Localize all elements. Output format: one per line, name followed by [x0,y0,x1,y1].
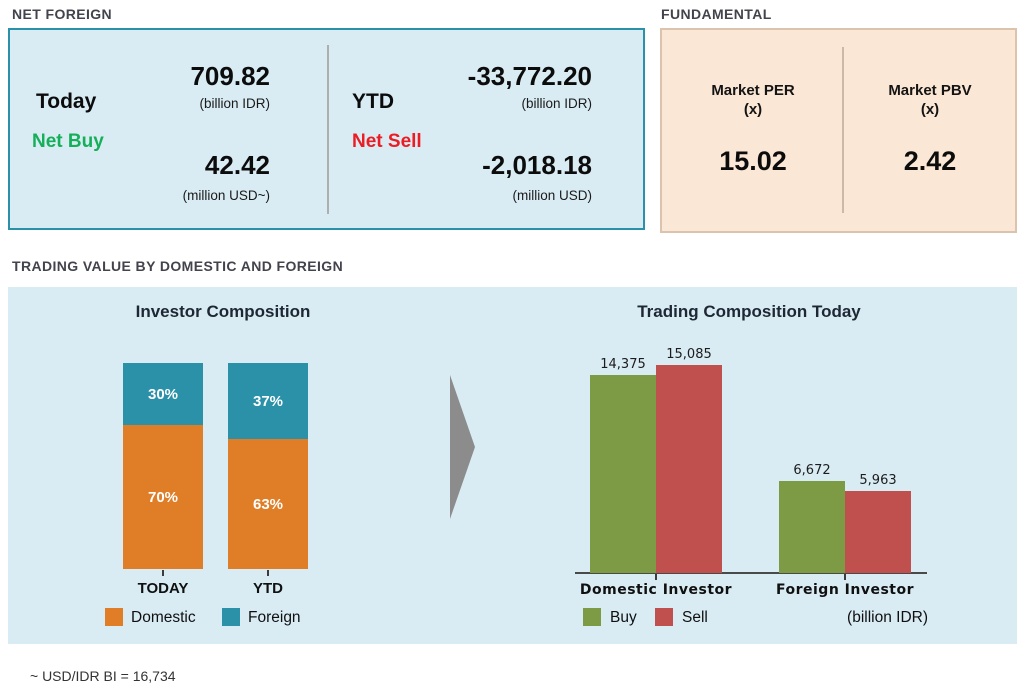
legend-label-buy: Buy [610,609,637,626]
segment-foreign: 30% [123,363,203,425]
market-pbv-unit: (x) [920,100,940,118]
today-value-usd: 42.42 [204,150,270,180]
legend-swatch-sell [655,608,673,626]
bar-value-label: 5,963 [859,473,897,488]
fundamental-card: Market PER (x) 15.02 Market PBV (x) 2.42 [660,28,1017,233]
category-label: Domestic Investor [579,582,733,598]
today-label: Today [36,90,97,113]
segment-foreign: 37% [228,363,308,439]
category-label-today: TODAY [137,580,189,597]
market-per-label: Market PER [711,82,795,99]
net-foreign-heading: NET FOREIGN [12,6,113,22]
today-value-idr: 709.82 [190,61,270,91]
flow-arrow-icon [450,375,475,519]
category-label: Foreign Investor [775,582,915,598]
segment-domestic: 63% [228,439,308,569]
bar-value-label: 6,672 [793,463,831,478]
today-unit-idr: (billion IDR) [199,96,270,111]
legend-swatch-domestic [105,608,123,626]
net-foreign-divider [327,45,329,214]
fundamental-divider [842,47,844,213]
axis-tick [267,570,269,576]
ytd-unit-usd: (million USD) [512,188,592,203]
x-axis-line [575,572,927,574]
investor-composition-title: Investor Composition [135,302,311,321]
usd-idr-footnote: ~ USD/IDR BI = 16,734 [30,668,176,684]
market-pbv-value: 2.42 [903,145,957,176]
bar-sell [845,491,911,573]
net-foreign-card: Today Net Buy 709.82 (billion IDR) 42.42… [8,28,645,230]
fundamental-heading: FUNDAMENTAL [661,6,772,22]
unit-note: (billion IDR) [847,609,928,626]
ytd-value-idr: -33,772.20 [467,61,592,91]
ytd-label: YTD [352,90,394,113]
bar-sell [656,365,722,573]
legend-label-foreign: Foreign [248,609,301,626]
ytd-unit-idr: (billion IDR) [521,96,592,111]
stacked-bar-today: 30% 70% [123,363,203,569]
bar-buy [590,375,656,573]
trading-panel: Investor Composition 30% 70% TODAY 37% 63% YT… [8,287,1017,644]
market-per-cell: Market PER (x) 15.02 [667,82,839,177]
bar-value-label: 14,375 [600,357,646,372]
axis-tick [162,570,164,576]
trading-heading: TRADING VALUE BY DOMESTIC AND FOREIGN [12,258,344,274]
market-pbv-label: Market PBV [888,82,972,99]
legend-label-domestic: Domestic [131,609,196,626]
stacked-bar-ytd: 37% 63% [228,363,308,569]
net-sell-badge: Net Sell [352,131,422,152]
category-label-ytd: YTD [253,580,283,597]
legend-swatch-buy [583,608,601,626]
bar-value-label: 15,085 [666,347,712,362]
segment-domestic: 70% [123,425,203,569]
legend-label-sell: Sell [682,609,708,626]
trading-composition-title: Trading Composition Today [637,302,861,321]
axis-tick [844,574,846,580]
axis-tick [655,574,657,580]
bar-buy [779,481,845,573]
net-buy-badge: Net Buy [32,131,104,152]
ytd-value-usd: -2,018.18 [482,150,592,180]
market-pbv-cell: Market PBV (x) 2.42 [846,82,1014,177]
today-unit-usd: (million USD~) [182,188,270,203]
legend-swatch-foreign [222,608,240,626]
market-per-value: 15.02 [719,145,787,176]
market-per-unit: (x) [743,100,763,118]
